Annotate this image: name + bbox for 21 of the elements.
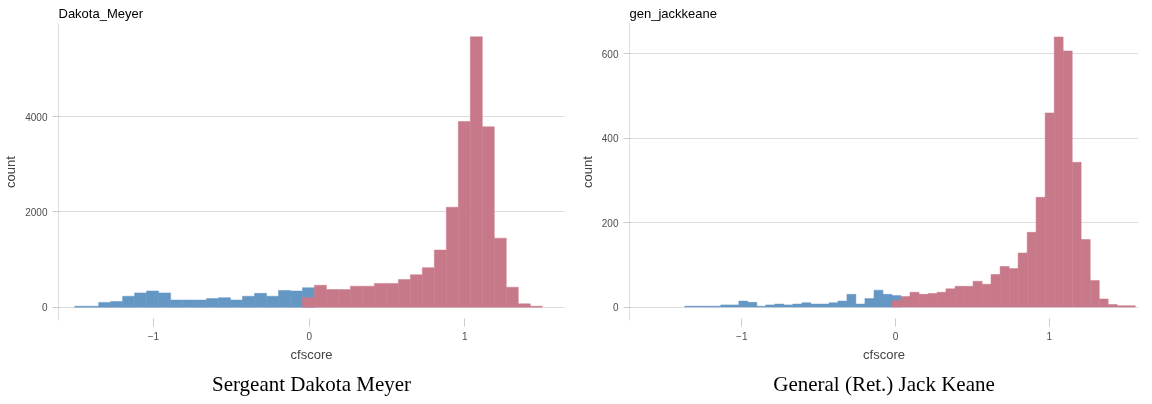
y-axis-title: count bbox=[3, 155, 19, 188]
x-tick-label: −1 bbox=[736, 330, 748, 342]
y-tick-label: 0 bbox=[41, 302, 48, 314]
y-tick-label: 0 bbox=[612, 302, 619, 313]
y-tick-label: 600 bbox=[601, 48, 619, 60]
y-tick-label: 2000 bbox=[25, 206, 48, 218]
x-axis-title: cfscore bbox=[863, 346, 905, 362]
y-tick-label: 400 bbox=[601, 133, 619, 145]
text: Sergeant Dakota Meyer bbox=[211, 371, 412, 396]
y-tick-label: 4000 bbox=[25, 111, 48, 123]
text: General (Ret.) Jack Keane bbox=[773, 371, 995, 396]
x-axis-title: cfscore bbox=[290, 346, 333, 362]
y-tick-label: 200 bbox=[601, 217, 619, 229]
x-tick-label: 0 bbox=[306, 330, 313, 342]
x-tick-label: 1 bbox=[1046, 330, 1053, 342]
x-tick-label: −1 bbox=[147, 330, 160, 342]
chart-title: gen_jackkeane bbox=[629, 5, 717, 21]
x-tick-label: 1 bbox=[462, 330, 469, 342]
y-axis-title: count bbox=[579, 155, 595, 188]
chart-title: Dakota_Meyer bbox=[58, 5, 144, 21]
x-tick-label: 0 bbox=[892, 330, 899, 342]
